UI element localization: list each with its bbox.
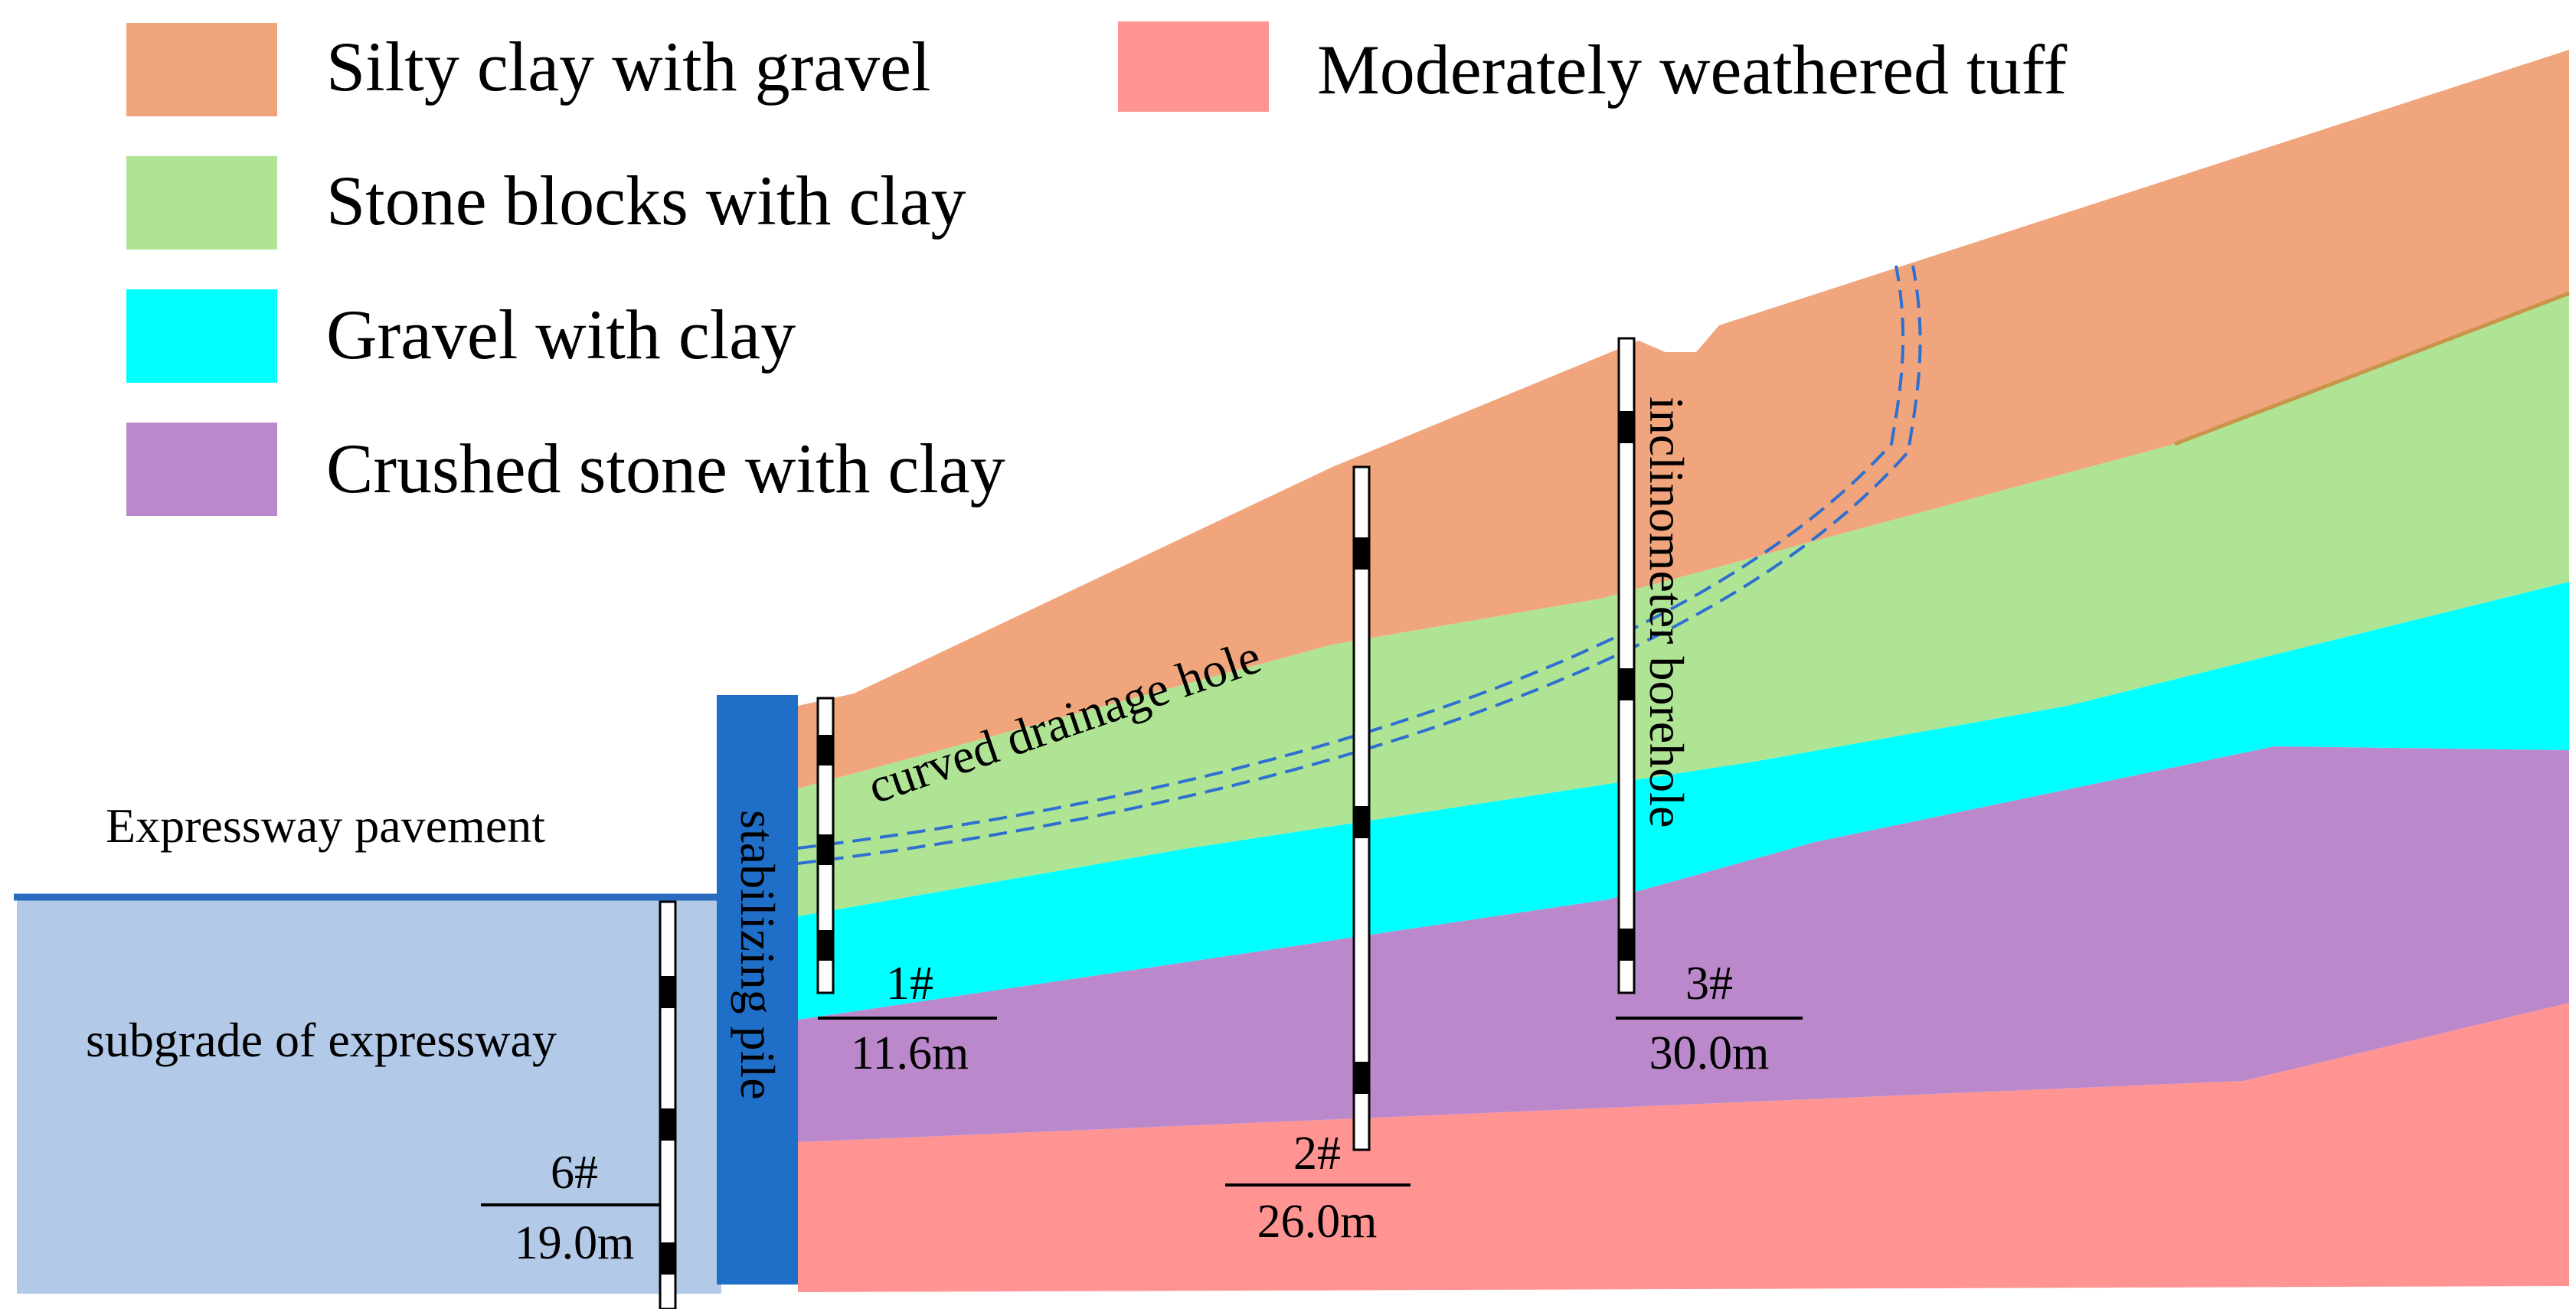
borehole-2-id: 2# (1293, 1128, 1341, 1180)
layer-moderately-weathered-tuff (798, 1003, 2569, 1292)
stabilizing-pile (717, 695, 798, 1285)
borehole-1-depth: 11.6m (851, 1027, 969, 1079)
stabilizing-pile-label: stabilizing pile (731, 810, 785, 1100)
borehole-3-depth: 30.0m (1649, 1027, 1770, 1079)
layer-silty-clay-with-gravel (798, 50, 2569, 788)
legend: Silty clay with gravel Stone blocks with… (126, 21, 2068, 516)
legend-swatch-crushed-stone (126, 423, 277, 516)
expressway-pavement-label: Expressway pavement (106, 798, 545, 853)
legend-label-stone-blocks: Stone blocks with clay (326, 162, 966, 240)
layer-stone-blocks-with-clay (798, 293, 2569, 916)
subgrade-label: subgrade of expressway (86, 1013, 557, 1067)
borehole-3-id: 3# (1685, 958, 1733, 1010)
borehole-6 (659, 900, 677, 1309)
layer-boundary-line (2174, 291, 2570, 446)
borehole-3 (1617, 337, 1636, 994)
borehole-2-depth: 26.0m (1257, 1196, 1378, 1248)
legend-label-silty-clay: Silty clay with gravel (326, 28, 931, 106)
borehole-6-depth: 19.0m (515, 1217, 635, 1269)
borehole-6-id: 6# (551, 1147, 598, 1199)
curved-drainage-hole (797, 265, 1905, 850)
legend-swatch-gravel (126, 289, 277, 383)
inclinometer-borehole-label: inclinometer borehole (1639, 397, 1694, 828)
curved-drainage-hole-outline (797, 265, 1922, 865)
borehole-1 (816, 697, 835, 994)
legend-label-tuff: Moderately weathered tuff (1317, 31, 2068, 109)
legend-label-gravel: Gravel with clay (326, 295, 796, 374)
borehole-2 (1352, 465, 1371, 1151)
legend-label-crushed-stone: Crushed stone with clay (326, 429, 1005, 508)
layer-crushed-stone-with-clay (798, 746, 2569, 1142)
legend-swatch-silty-clay (126, 23, 277, 116)
legend-swatch-stone-blocks (126, 156, 277, 250)
layer-gravel-with-clay (798, 582, 2569, 1020)
borehole-1-id: 1# (886, 958, 933, 1010)
subgrade-area (17, 897, 721, 1294)
legend-swatch-tuff (1118, 21, 1269, 112)
